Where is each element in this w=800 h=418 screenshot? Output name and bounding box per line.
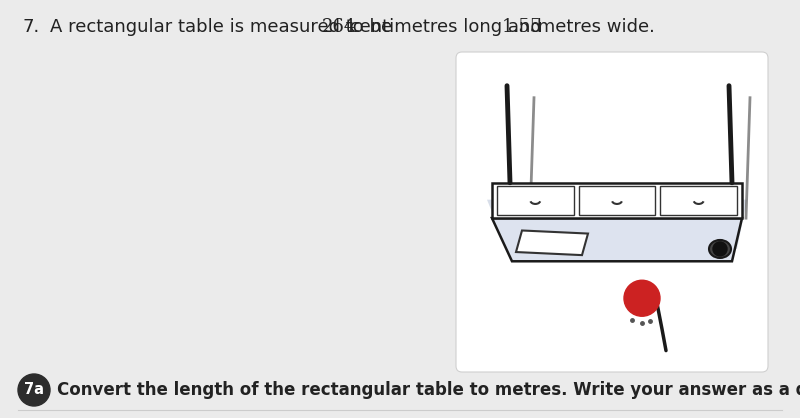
Text: metres wide.: metres wide. [532, 18, 655, 36]
Polygon shape [487, 200, 747, 249]
Circle shape [713, 242, 727, 256]
Bar [660, 186, 737, 215]
Ellipse shape [709, 240, 731, 258]
Polygon shape [516, 230, 588, 255]
Text: A rectangular table is measured to be: A rectangular table is measured to be [50, 18, 398, 36]
Text: 7a: 7a [24, 382, 44, 398]
Polygon shape [492, 218, 742, 261]
Circle shape [18, 374, 50, 406]
Text: 7.: 7. [22, 18, 39, 36]
Bar [578, 186, 655, 215]
Text: 264: 264 [322, 18, 356, 36]
Text: Convert the length of the rectangular table to metres. Write your answer as a de: Convert the length of the rectangular ta… [57, 381, 800, 399]
Polygon shape [492, 183, 742, 218]
Circle shape [624, 280, 660, 316]
Text: centimetres long and: centimetres long and [345, 18, 548, 36]
Text: 1.55: 1.55 [502, 18, 542, 36]
Bar [497, 186, 574, 215]
FancyBboxPatch shape [456, 52, 768, 372]
